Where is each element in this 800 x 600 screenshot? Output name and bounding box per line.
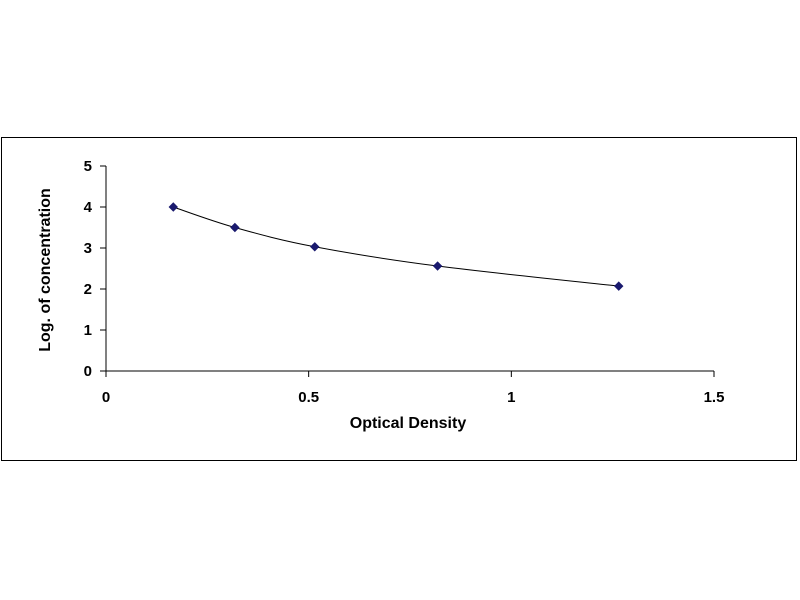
y-tick-label: 1 [84,322,92,339]
y-ticks: 0 1 2 3 4 5 [84,158,106,380]
x-axis-title: Optical Density [350,415,467,432]
chart-frame [1,137,797,461]
x-ticks: 0 0.5 1 1.5 [102,371,725,406]
axes [105,166,714,372]
x-tick-label: 1 [507,389,515,406]
data-point [230,222,240,233]
y-axis-title: Log. of concentration [37,188,54,352]
x-tick-label: 1.5 [704,389,725,406]
data-point [432,261,443,271]
x-tick-label: 0 [102,389,110,406]
y-tick-label: 0 [84,363,92,380]
y-tick-label: 3 [84,240,92,257]
y-tick-label: 4 [84,199,93,216]
y-tick-label: 2 [84,281,92,298]
data-points [168,202,624,291]
y-tick-label: 5 [84,158,92,175]
data-point [168,202,178,212]
x-tick-label: 0.5 [298,389,319,406]
data-point [310,242,320,252]
data-point [614,281,624,291]
fit-curve [173,206,619,287]
